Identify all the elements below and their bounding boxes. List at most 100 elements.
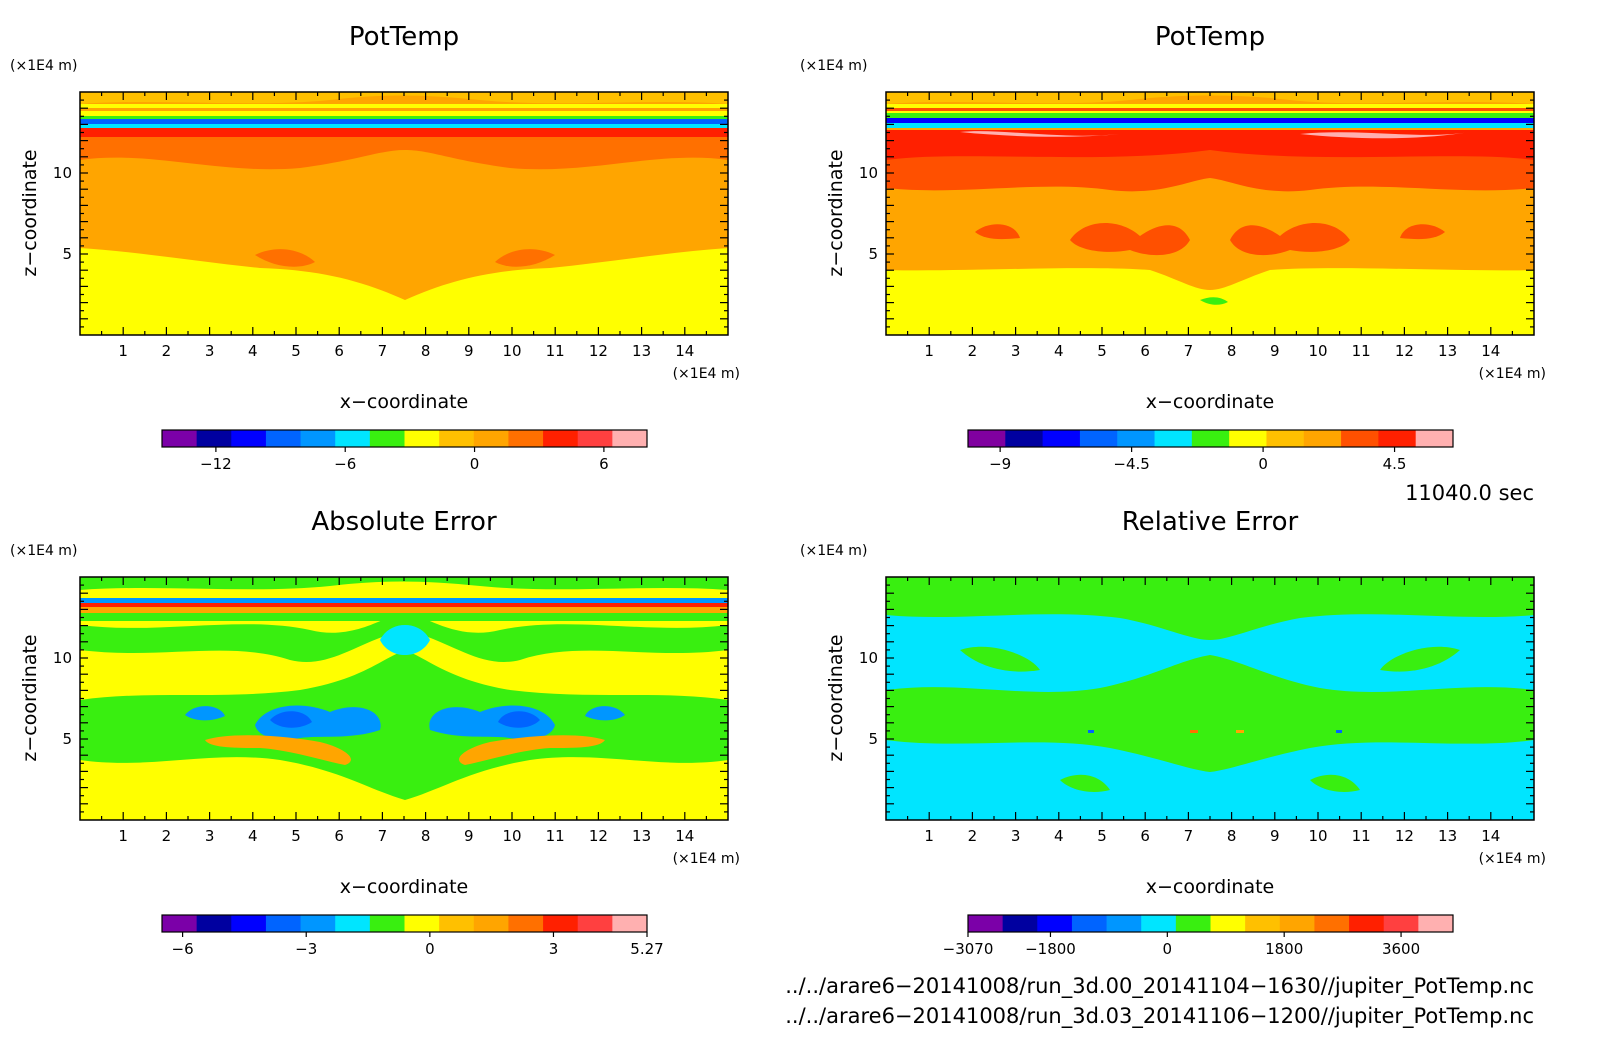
colorbar-swatch [1279, 915, 1315, 932]
colorbar-swatch [577, 915, 613, 932]
contour-region [886, 577, 1534, 640]
x-tick-label: 10 [1308, 342, 1327, 360]
colorbar-label: 0 [425, 940, 435, 958]
y-axis-ticks: 5 10 [53, 584, 728, 813]
y-unit-label: (×1E4 m) [800, 58, 867, 74]
contour-region [960, 131, 1120, 137]
colorbar-swatch [1266, 430, 1305, 447]
x-tick-label: 13 [1438, 342, 1457, 360]
colorbar-swatch [162, 430, 198, 447]
x-tick-label: 4 [248, 827, 258, 845]
contour-region [495, 249, 555, 267]
contour-region [80, 92, 728, 104]
x-tick-label: 4 [1054, 827, 1064, 845]
x-axis-label: x−coordinate [1146, 391, 1275, 413]
colorbar-swatch [1106, 915, 1142, 932]
colorbar-swatch [1229, 430, 1267, 447]
colorbar-label: 3600 [1382, 940, 1420, 958]
x-tick-label: 14 [675, 342, 694, 360]
colorbar-swatch [612, 430, 648, 447]
x-tick-label: 5 [1097, 827, 1107, 845]
x-tick-label: 1 [118, 342, 128, 360]
contour-region [80, 119, 728, 124]
x-axis-ticks: 1 2 3 4 5 6 7 8 9 10 11 12 13 14 [100, 92, 708, 360]
contour-region [1380, 646, 1460, 672]
x-tick-label: 5 [1097, 342, 1107, 360]
contour-region [1190, 730, 1198, 733]
colorbar-swatch [968, 430, 1006, 447]
colorbar-swatch [265, 915, 302, 932]
x-tick-label: 10 [1308, 827, 1327, 845]
x-tick-label: 2 [968, 342, 978, 360]
colorbar-frame [967, 914, 1454, 933]
x-tick-label: 13 [632, 827, 651, 845]
y-axis-label: z−coordinate [19, 634, 41, 761]
colorbar-label: −6 [334, 455, 356, 473]
contour-region [80, 610, 728, 663]
contour-region [886, 113, 1534, 118]
x-tick-label: 13 [1438, 827, 1457, 845]
colorbar-swatch [162, 915, 198, 932]
panel-relative-error: Relative Error (×1E4 m) 1 2 3 4 5 6 7 8 9 10 11 12 1… [800, 507, 1546, 958]
colorbar-swatch [1042, 430, 1081, 447]
colorbar-swatch [1141, 915, 1177, 932]
colorbar-label: 4.5 [1383, 455, 1407, 473]
contour-region [80, 607, 728, 613]
colorbar-swatch [968, 915, 1004, 932]
x-tick-label: 3 [1011, 342, 1021, 360]
x-tick-label: 2 [162, 827, 172, 845]
contour-field [80, 577, 728, 820]
x-tick-label: 2 [162, 342, 172, 360]
y-tick-label: 5 [62, 730, 72, 748]
contour-region [185, 706, 225, 721]
chart-title: Absolute Error [311, 507, 497, 537]
y-axis-ticks: 5 10 [53, 99, 728, 328]
colorbar-swatch [1079, 430, 1118, 447]
x-tick-label: 1 [118, 827, 128, 845]
colorbar-swatch [577, 430, 613, 447]
x-tick-label: 1 [924, 342, 934, 360]
contour-region [585, 706, 625, 721]
y-axis-label: z−coordinate [19, 149, 41, 276]
colorbar-label: −4.5 [1113, 455, 1149, 473]
colorbar-swatch [231, 430, 267, 447]
colorbar-swatch [1191, 430, 1230, 447]
y-unit-label: (×1E4 m) [10, 543, 77, 559]
contour-field [80, 92, 728, 335]
x-tick-label: 8 [421, 342, 431, 360]
contour-region [80, 116, 728, 119]
colorbar-swatch [1418, 915, 1454, 932]
colorbar-label: −6 [172, 940, 194, 958]
x-axis-ticks: 1 2 3 4 5 6 7 8 9 10 11 12 13 14 [906, 92, 1514, 360]
y-tick-label: 10 [53, 164, 72, 182]
colorbar-label: −3070 [943, 940, 994, 958]
x-tick-label: 12 [589, 827, 608, 845]
x-axis-ticks: 1 2 3 4 5 6 7 8 9 10 11 12 13 14 [100, 577, 708, 845]
contour-region [80, 598, 728, 603]
contour-field [886, 92, 1534, 335]
source-file-1: ../../arare6−20141008/run_3d.00_20141104… [785, 974, 1534, 999]
x-tick-label: 14 [1481, 342, 1500, 360]
chart-title: PotTemp [1155, 22, 1265, 52]
x-tick-label: 5 [291, 342, 301, 360]
colorbar-swatch [439, 430, 475, 447]
colorbar-label: 6 [599, 455, 609, 473]
contour-region [255, 249, 315, 267]
x-unit-label: (×1E4 m) [673, 366, 740, 382]
x-tick-label: 11 [1352, 342, 1371, 360]
x-tick-label: 9 [464, 342, 474, 360]
colorbar-swatch [473, 430, 509, 447]
colorbar-label: −3 [295, 940, 317, 958]
contour-region [205, 735, 351, 765]
colorbar-swatch [1341, 430, 1379, 447]
x-tick-label: 14 [1481, 827, 1500, 845]
x-tick-label: 4 [1054, 342, 1064, 360]
x-tick-label: 3 [1011, 827, 1021, 845]
contour-region [975, 224, 1020, 240]
x-tick-label: 9 [1270, 827, 1280, 845]
x-tick-label: 7 [1184, 827, 1194, 845]
contour-region [886, 108, 1534, 111]
contour-region [80, 613, 728, 621]
colorbar-swatch [1117, 430, 1156, 447]
contour-region [960, 646, 1040, 672]
